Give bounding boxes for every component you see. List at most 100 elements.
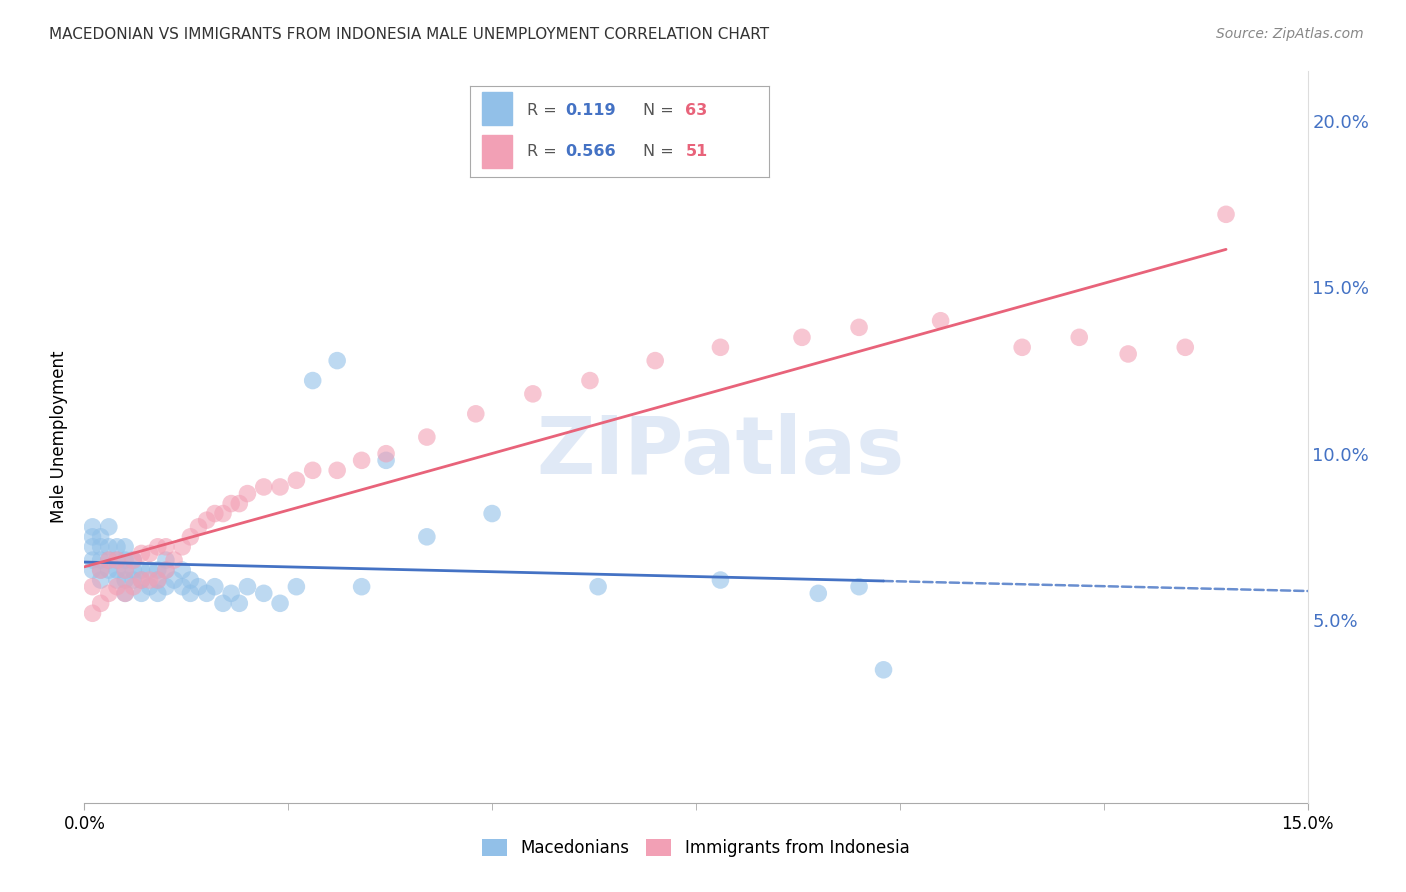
Point — [522, 387, 544, 401]
Point — [179, 530, 201, 544]
Point — [105, 553, 128, 567]
Point — [131, 586, 153, 600]
Text: MACEDONIAN VS IMMIGRANTS FROM INDONESIA MALE UNEMPLOYMENT CORRELATION CHART: MACEDONIAN VS IMMIGRANTS FROM INDONESIA … — [49, 27, 769, 42]
Point — [848, 320, 870, 334]
Point — [97, 553, 120, 567]
Point — [1215, 207, 1237, 221]
Point — [90, 596, 112, 610]
Point — [82, 563, 104, 577]
Point — [114, 573, 136, 587]
Point — [172, 580, 194, 594]
Point — [790, 330, 813, 344]
Point — [82, 580, 104, 594]
Point — [1116, 347, 1139, 361]
Point — [172, 540, 194, 554]
Point — [82, 530, 104, 544]
Point — [301, 463, 323, 477]
Point — [90, 563, 112, 577]
Legend: Macedonians, Immigrants from Indonesia: Macedonians, Immigrants from Indonesia — [475, 832, 917, 864]
Point — [90, 530, 112, 544]
Point — [179, 586, 201, 600]
Point — [155, 580, 177, 594]
Point — [82, 553, 104, 567]
Point — [90, 553, 112, 567]
Point — [187, 580, 209, 594]
Point — [90, 540, 112, 554]
Point — [1174, 340, 1197, 354]
Point — [105, 563, 128, 577]
Point — [416, 430, 439, 444]
Point — [269, 596, 291, 610]
Point — [82, 520, 104, 534]
Point — [114, 586, 136, 600]
Point — [481, 507, 503, 521]
Point — [219, 586, 242, 600]
Point — [90, 563, 112, 577]
Point — [350, 453, 373, 467]
Point — [326, 353, 349, 368]
Point — [131, 573, 153, 587]
Point — [172, 563, 194, 577]
Point — [1011, 340, 1033, 354]
Point — [709, 340, 731, 354]
Point — [138, 563, 160, 577]
Point — [131, 546, 153, 560]
Point — [146, 573, 169, 587]
Point — [644, 353, 666, 368]
Point — [285, 473, 308, 487]
Point — [350, 580, 373, 594]
Point — [146, 540, 169, 554]
Point — [97, 563, 120, 577]
Point — [204, 507, 226, 521]
Point — [301, 374, 323, 388]
Point — [187, 520, 209, 534]
Point — [114, 586, 136, 600]
Point — [146, 586, 169, 600]
Point — [131, 563, 153, 577]
Point — [122, 553, 145, 567]
Point — [114, 563, 136, 577]
Point — [269, 480, 291, 494]
Point — [146, 573, 169, 587]
Y-axis label: Male Unemployment: Male Unemployment — [49, 351, 67, 524]
Point — [131, 573, 153, 587]
Point — [212, 507, 235, 521]
Point — [138, 580, 160, 594]
Point — [285, 580, 308, 594]
Point — [97, 553, 120, 567]
Point — [375, 447, 398, 461]
Point — [179, 573, 201, 587]
Point — [97, 540, 120, 554]
Point — [97, 520, 120, 534]
Point — [138, 573, 160, 587]
Point — [114, 553, 136, 567]
Point — [219, 497, 242, 511]
Point — [195, 513, 218, 527]
Point — [228, 596, 250, 610]
Point — [105, 573, 128, 587]
Point — [579, 374, 602, 388]
Point — [122, 580, 145, 594]
Point — [929, 314, 952, 328]
Text: ZIPatlas: ZIPatlas — [536, 413, 904, 491]
Point — [138, 546, 160, 560]
Text: Source: ZipAtlas.com: Source: ZipAtlas.com — [1216, 27, 1364, 41]
Point — [326, 463, 349, 477]
Point — [253, 480, 276, 494]
Point — [709, 573, 731, 587]
Point — [122, 573, 145, 587]
Point — [807, 586, 830, 600]
Point — [155, 540, 177, 554]
Point — [212, 596, 235, 610]
Point — [416, 530, 439, 544]
Point — [82, 540, 104, 554]
Point — [105, 580, 128, 594]
Point — [204, 580, 226, 594]
Point — [122, 553, 145, 567]
Point — [195, 586, 218, 600]
Point — [872, 663, 894, 677]
Point — [236, 486, 259, 500]
Point — [163, 573, 186, 587]
Point — [155, 553, 177, 567]
Point — [114, 540, 136, 554]
